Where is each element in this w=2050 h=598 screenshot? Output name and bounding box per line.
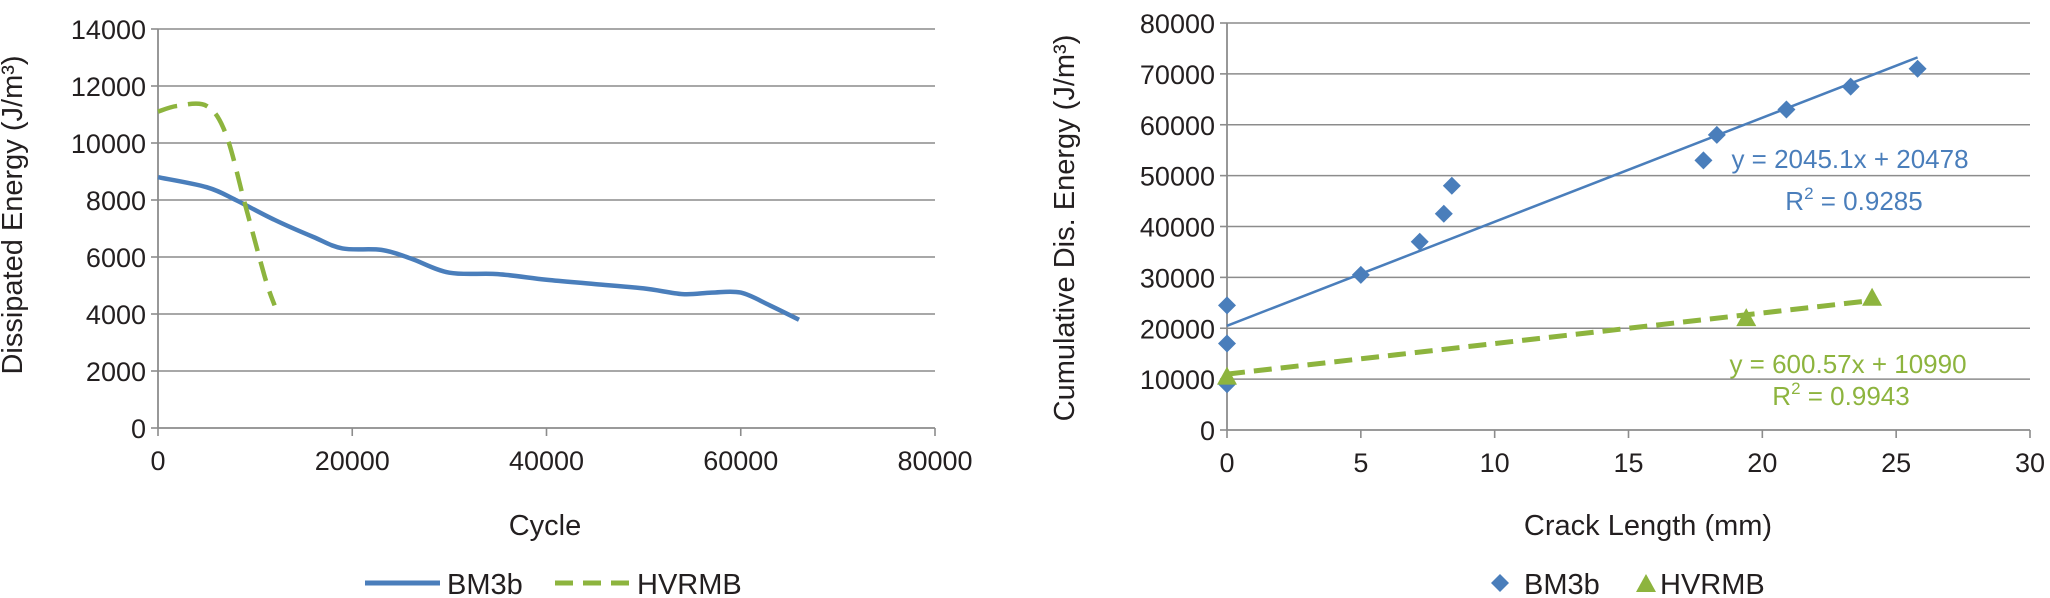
- chart2-y-tick-label: 80000: [1140, 9, 1215, 39]
- chart1-y-tick-labels: 0 2000 4000 6000 8000 10000 12000 14000: [71, 15, 146, 444]
- legend-hvrmb-label: HVRMB: [637, 569, 742, 598]
- chart1-x-tick-label: 0: [150, 446, 165, 476]
- data-point-hvrmb: [1736, 308, 1757, 327]
- chart1-x-axis-title: Cycle: [509, 510, 582, 542]
- chart2-axes: [1220, 22, 2031, 438]
- chart1-series: [157, 101, 801, 322]
- chart2-x-tick-label: 15: [1613, 448, 1643, 478]
- data-point-bm3b: [1908, 59, 1927, 78]
- legend-hvrmb-triangle-marker: [1636, 574, 1656, 592]
- data-point-hvrmb: [1862, 287, 1883, 306]
- chart2-legend: BM3b HVRMB: [1491, 569, 1765, 598]
- hvrmb-r2-prefix: R: [1772, 381, 1791, 411]
- chart1-y-axis-title: Dissipated Energy (J/m³): [0, 55, 29, 374]
- chart2-x-tick-labels: 0 5 10 15 20 25 30: [1219, 448, 2045, 478]
- chart1-y-tick-label: 0: [131, 414, 146, 444]
- chart1-y-tick-label: 2000: [86, 357, 146, 387]
- chart2-y-tick-label: 20000: [1140, 314, 1215, 344]
- chart2-x-tick-label: 25: [1881, 448, 1911, 478]
- chart1-x-tick-label: 60000: [703, 446, 778, 476]
- chart1-y-tick-label: 14000: [71, 15, 146, 45]
- data-point-bm3b: [1694, 151, 1713, 170]
- data-point-bm3b: [1218, 334, 1236, 353]
- chart2-x-tick-label: 0: [1219, 448, 1234, 478]
- data-point-bm3b: [1707, 125, 1726, 144]
- series-line-bm3b: [157, 174, 801, 322]
- chart2-x-tick-label: 5: [1353, 448, 1368, 478]
- chart1-x-tick-label: 40000: [509, 446, 584, 476]
- legend-bm3b-diamond-marker: [1491, 574, 1509, 592]
- chart1-x-tick-label: 80000: [897, 446, 972, 476]
- chart1-y-tick-label: 6000: [86, 243, 146, 273]
- bm3b-trendline-r-squared: R2 = 0.9285: [1785, 184, 1922, 216]
- chart1-y-tick-label: 8000: [86, 186, 146, 216]
- trendline-bm3b: [1226, 56, 1919, 327]
- legend-bm3b-label: BM3b: [1524, 569, 1600, 598]
- chart1-gridlines: [158, 28, 935, 372]
- chart2-y-tick-labels: 0 10000 20000 30000 40000 50000 60000 70000 8000…: [1140, 9, 1215, 446]
- hvrmb-r2-value: = 0.9943: [1801, 381, 1910, 411]
- bm3b-r2-value: = 0.9285: [1814, 186, 1923, 216]
- chart2-x-tick-label: 20: [1747, 448, 1777, 478]
- cumulative-energy-chart: 0 10000 20000 30000 40000 50000 60000 70000 8000…: [1049, 9, 2045, 598]
- legend-bm3b-label: BM3b: [447, 569, 523, 598]
- chart1-y-tick-label: 12000: [71, 72, 146, 102]
- chart1-legend: BM3b HVRMB: [365, 569, 742, 598]
- legend-hvrmb-label: HVRMB: [1660, 569, 1765, 598]
- data-point-bm3b: [1442, 176, 1461, 195]
- chart2-x-tick-label: 10: [1480, 448, 1510, 478]
- hvrmb-trendline-equation: y = 600.57x + 10990: [1729, 349, 1966, 379]
- series-line-hvrmb: [157, 101, 277, 307]
- dissipated-energy-chart: 0 2000 4000 6000 8000 10000 12000 14000 0 20000 4…: [0, 15, 973, 598]
- chart2-y-tick-label: 10000: [1140, 365, 1215, 395]
- chart1-y-tick-label: 10000: [71, 129, 146, 159]
- chart2-y-tick-label: 40000: [1140, 213, 1215, 243]
- chart2-x-axis-title: Crack Length (mm): [1524, 510, 1772, 542]
- chart1-x-tick-label: 20000: [315, 446, 390, 476]
- trendline-hvrmb: [1226, 297, 1873, 377]
- chart2-y-tick-label: 0: [1200, 416, 1215, 446]
- bm3b-r2-prefix: R: [1785, 186, 1804, 216]
- bm3b-r2-superscript: 2: [1804, 184, 1813, 203]
- chart2-y-tick-label: 30000: [1140, 263, 1215, 293]
- hvrmb-r2-superscript: 2: [1791, 379, 1800, 398]
- hvrmb-trendline-r-squared: R2 = 0.9943: [1772, 379, 1909, 411]
- data-point-bm3b: [1777, 100, 1796, 119]
- chart2-x-tick-label: 30: [2015, 448, 2045, 478]
- chart1-y-tick-label: 4000: [86, 300, 146, 330]
- chart2-data-points: [1217, 59, 1927, 394]
- data-point-bm3b: [1351, 265, 1370, 284]
- chart2-trendlines: [1226, 56, 1919, 377]
- chart2-y-tick-label: 70000: [1140, 60, 1215, 90]
- data-point-bm3b: [1410, 232, 1429, 251]
- data-point-hvrmb: [1217, 366, 1237, 385]
- chart1-x-tick-labels: 0 20000 40000 60000 80000: [150, 446, 972, 476]
- chart2-y-axis-title: Cumulative Dis. Energy (J/m³): [1049, 35, 1081, 422]
- chart2-y-tick-label: 60000: [1140, 111, 1215, 141]
- chart1-axes: [151, 28, 936, 436]
- data-point-bm3b: [1841, 77, 1860, 96]
- data-point-bm3b: [1434, 204, 1453, 223]
- data-point-bm3b: [1218, 296, 1236, 315]
- chart2-y-tick-label: 50000: [1140, 162, 1215, 192]
- bm3b-trendline-equation: y = 2045.1x + 20478: [1731, 144, 1968, 174]
